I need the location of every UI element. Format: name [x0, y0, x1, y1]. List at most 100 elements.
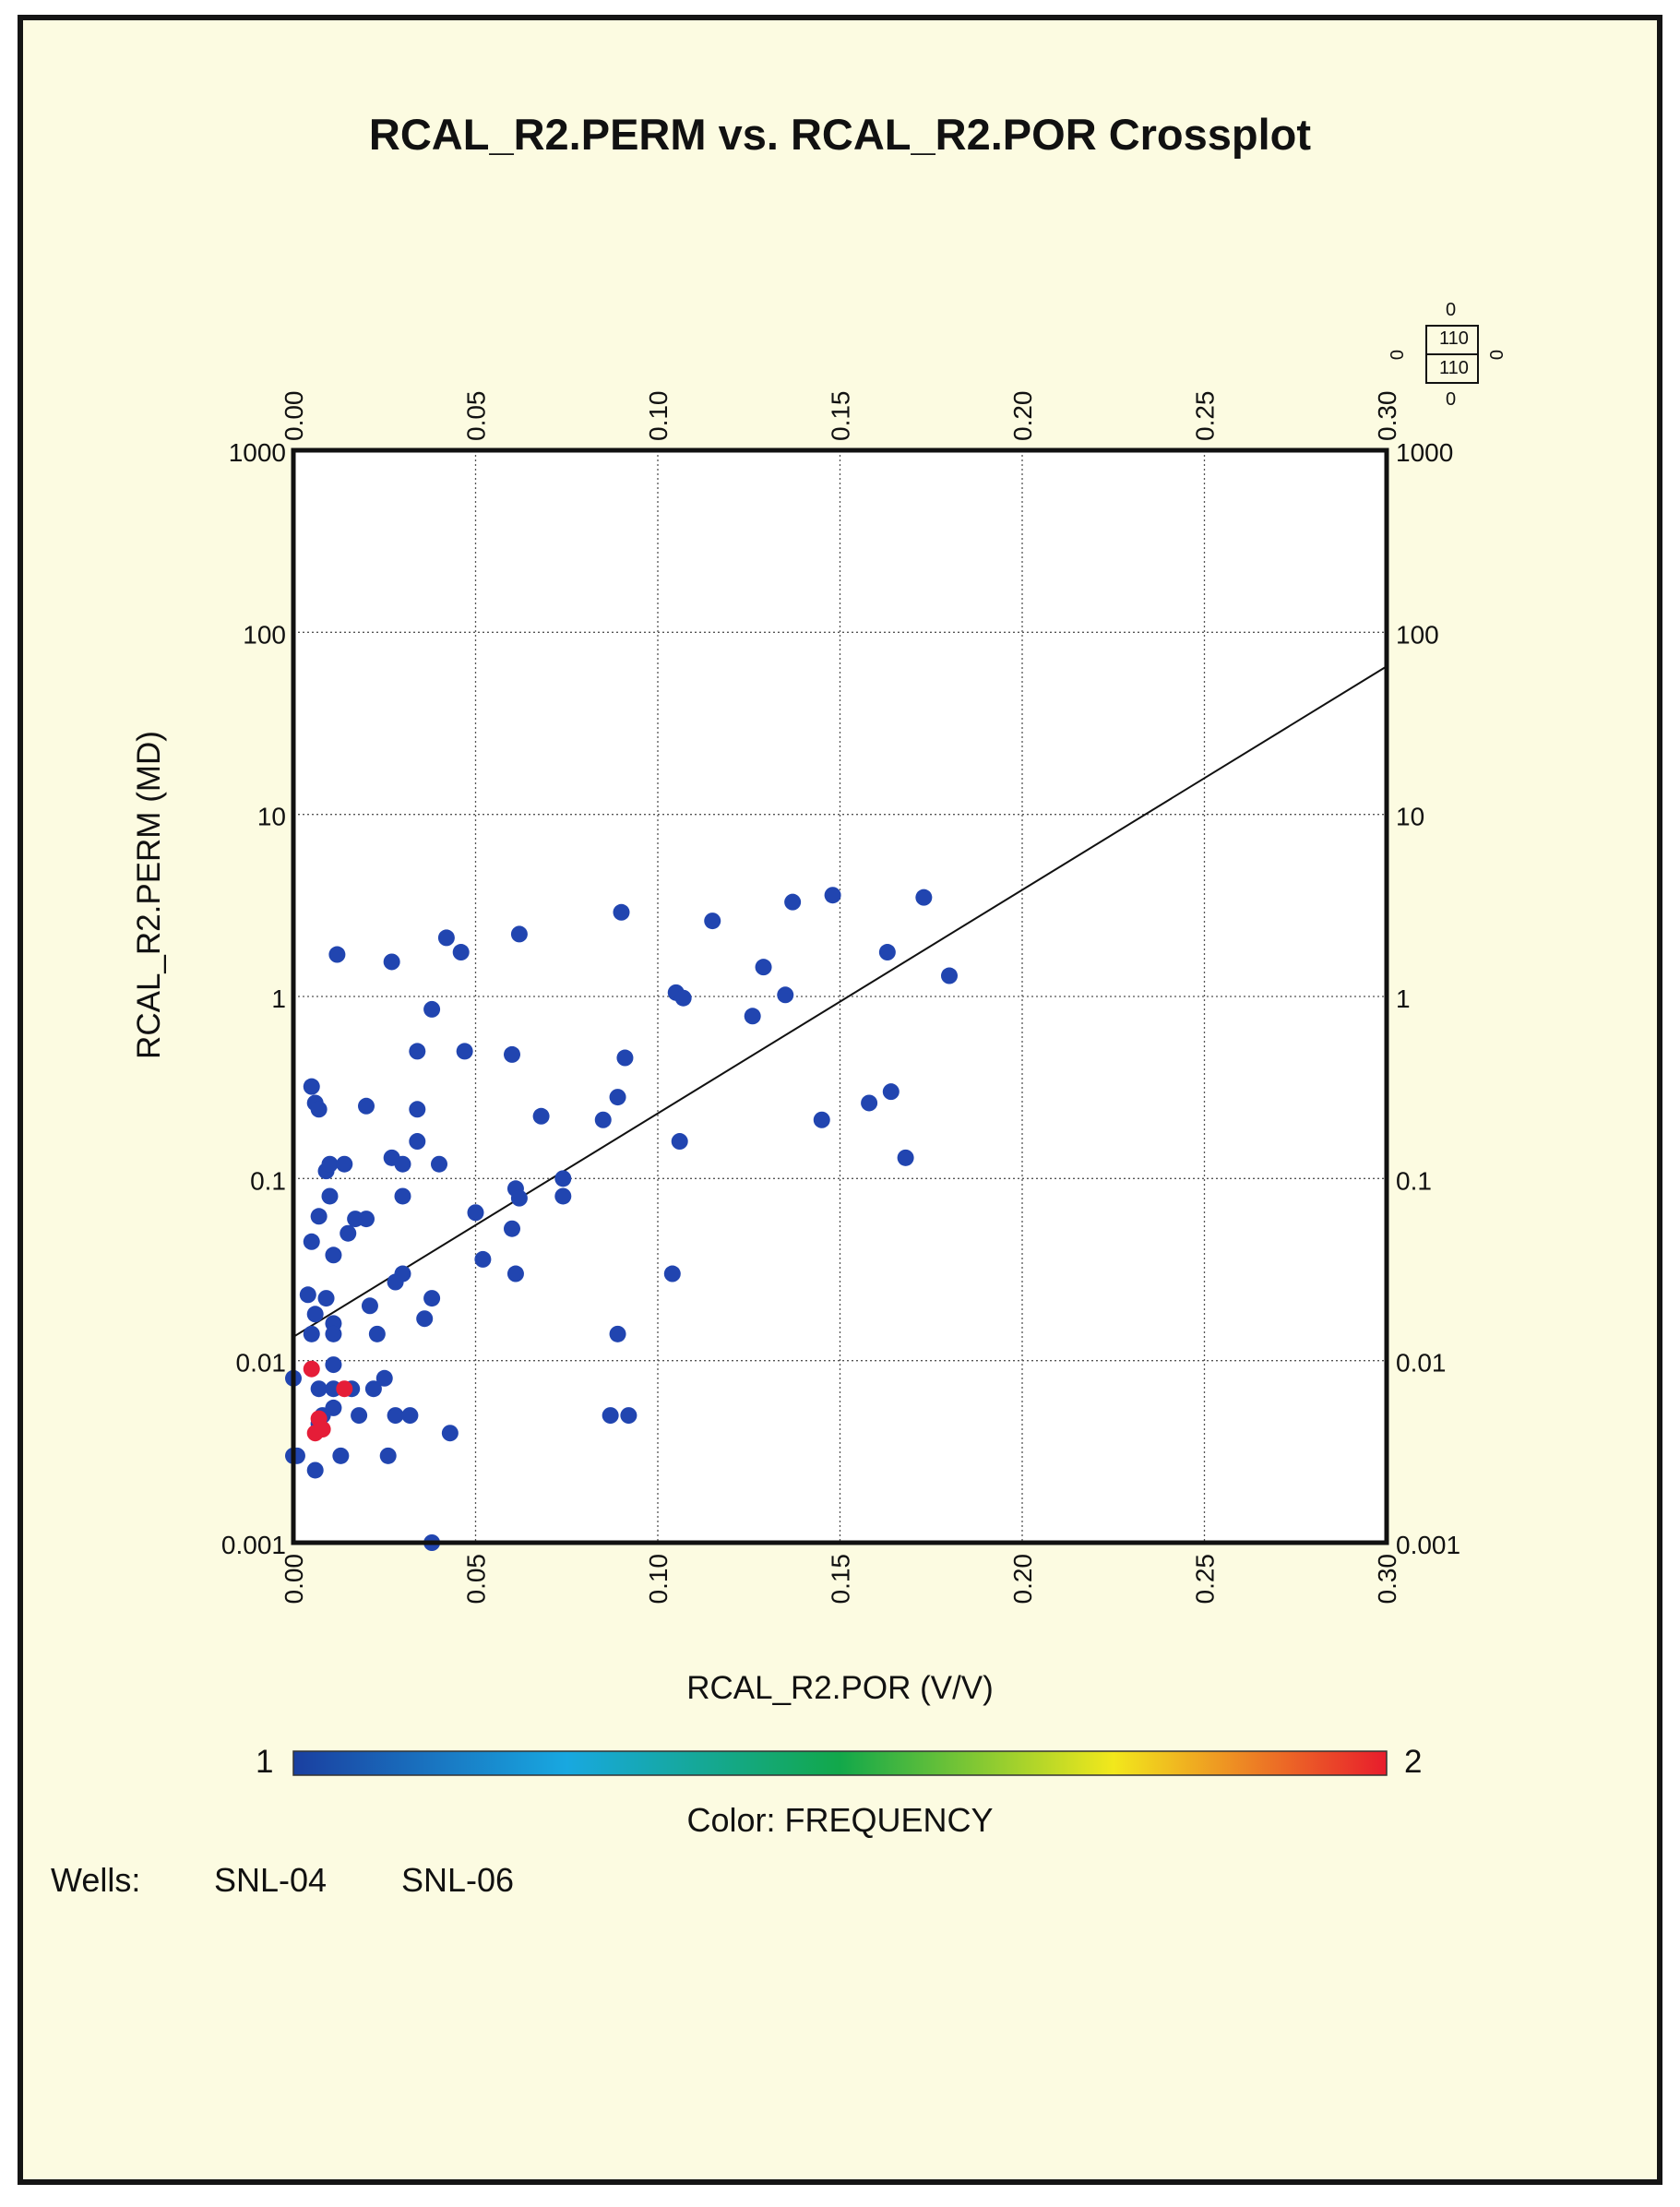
gauge-top-value: 0 — [1446, 300, 1457, 320]
data-point — [431, 1155, 447, 1173]
x-tick-label-bottom: 0.00 — [280, 1554, 308, 1605]
data-point — [310, 1380, 328, 1398]
y-tick-label-right: 100 — [1396, 620, 1439, 649]
data-point — [510, 1189, 528, 1207]
data-point — [616, 1049, 634, 1067]
data-point — [383, 953, 400, 971]
x-tick-label-bottom: 0.05 — [462, 1554, 491, 1605]
data-point — [310, 1101, 328, 1118]
data-point — [375, 1369, 393, 1387]
y-tick-label-left: 0.01 — [236, 1349, 287, 1378]
data-point — [299, 1286, 316, 1304]
data-point — [379, 1447, 397, 1464]
x-tick-label-top: 0.30 — [1373, 391, 1401, 442]
y-tick-label-left: 0.001 — [221, 1531, 286, 1559]
data-point — [504, 1220, 520, 1237]
data-point — [674, 989, 692, 1007]
data-point — [361, 1297, 378, 1315]
trend-line — [292, 665, 1388, 1338]
y-axis-label: RCAL_R2.PERM (MD) — [131, 731, 167, 1059]
y-tick-label-right: 10 — [1396, 803, 1424, 831]
data-point — [303, 1078, 320, 1095]
data-point — [340, 1224, 357, 1242]
data-point — [303, 1360, 320, 1378]
data-point — [325, 1356, 342, 1374]
data-point — [394, 1265, 411, 1282]
well-name: SNL-04 — [214, 1861, 328, 1899]
x-axis-label: RCAL_R2.POR (V/V) — [686, 1670, 994, 1706]
data-point — [437, 929, 455, 947]
data-point — [325, 1247, 342, 1264]
data-point — [317, 1290, 335, 1307]
x-tick-label-top: 0.20 — [1008, 391, 1037, 442]
data-point — [325, 1399, 342, 1416]
data-point — [409, 1133, 426, 1151]
data-point — [613, 903, 630, 921]
data-point — [744, 1008, 761, 1025]
data-point — [467, 1204, 484, 1222]
data-point — [824, 887, 841, 904]
data-point — [364, 1380, 382, 1398]
data-point — [401, 1407, 419, 1425]
data-point — [532, 1107, 550, 1125]
x-tick-label-bottom: 0.10 — [644, 1554, 673, 1605]
gauge-center-top-value: 110 — [1439, 328, 1469, 349]
data-point — [620, 1407, 637, 1425]
y-tick-label-left: 10 — [257, 803, 286, 831]
data-point — [368, 1325, 386, 1342]
data-point — [878, 944, 896, 961]
data-point — [441, 1425, 459, 1442]
wells-label: Wells: — [51, 1861, 141, 1899]
data-point — [328, 946, 346, 963]
data-point — [332, 1447, 350, 1464]
data-point — [387, 1407, 404, 1425]
data-point — [554, 1170, 572, 1187]
gauge-right-value: 0 — [1485, 349, 1507, 361]
x-tick-label-bottom: 0.30 — [1373, 1554, 1401, 1605]
data-point — [504, 1045, 520, 1063]
gauge-center-bottom-value: 110 — [1439, 358, 1469, 378]
y-tick-label-right: 0.1 — [1396, 1166, 1432, 1195]
data-point — [321, 1187, 339, 1205]
data-point — [861, 1094, 878, 1112]
x-tick-label-top: 0.10 — [644, 391, 673, 442]
colorbar-max-label: 2 — [1404, 1744, 1423, 1780]
y-tick-label-right: 1 — [1396, 984, 1411, 1013]
x-tick-label-top: 0.00 — [280, 391, 308, 442]
data-point — [784, 893, 802, 911]
data-point — [941, 967, 958, 984]
data-point — [594, 1111, 612, 1128]
data-point — [609, 1089, 626, 1106]
data-point — [325, 1325, 342, 1342]
data-point — [510, 925, 528, 943]
data-point — [452, 944, 470, 961]
x-tick-label-bottom: 0.15 — [827, 1554, 855, 1605]
data-point — [423, 1000, 441, 1018]
x-tick-label-bottom: 0.20 — [1008, 1554, 1037, 1605]
y-tick-label-right: 1000 — [1396, 438, 1453, 467]
data-point — [423, 1290, 441, 1307]
chart-title: RCAL_R2.PERM vs. RCAL_R2.POR Crossplot — [368, 110, 1312, 159]
colorbar-caption: Color: FREQUENCY — [686, 1801, 994, 1839]
gauge-left-value: 0 — [1388, 349, 1409, 361]
data-point — [394, 1155, 411, 1173]
data-point — [409, 1043, 426, 1060]
y-tick-label-left: 100 — [243, 620, 286, 649]
data-point — [394, 1187, 411, 1205]
y-tick-label-right: 0.01 — [1396, 1349, 1447, 1378]
data-point — [303, 1233, 320, 1250]
colorbar — [292, 1750, 1388, 1776]
data-point — [882, 1083, 900, 1101]
data-point — [358, 1097, 375, 1115]
gauge-divider — [1425, 353, 1479, 355]
gauge-bottom-value: 0 — [1446, 389, 1457, 410]
well-name: SNL-06 — [401, 1861, 515, 1899]
data-point — [704, 913, 721, 930]
data-point — [310, 1208, 328, 1225]
data-point — [303, 1325, 320, 1342]
data-point — [609, 1325, 626, 1342]
data-point — [506, 1265, 524, 1282]
data-point — [663, 1265, 681, 1282]
data-point — [336, 1380, 353, 1398]
